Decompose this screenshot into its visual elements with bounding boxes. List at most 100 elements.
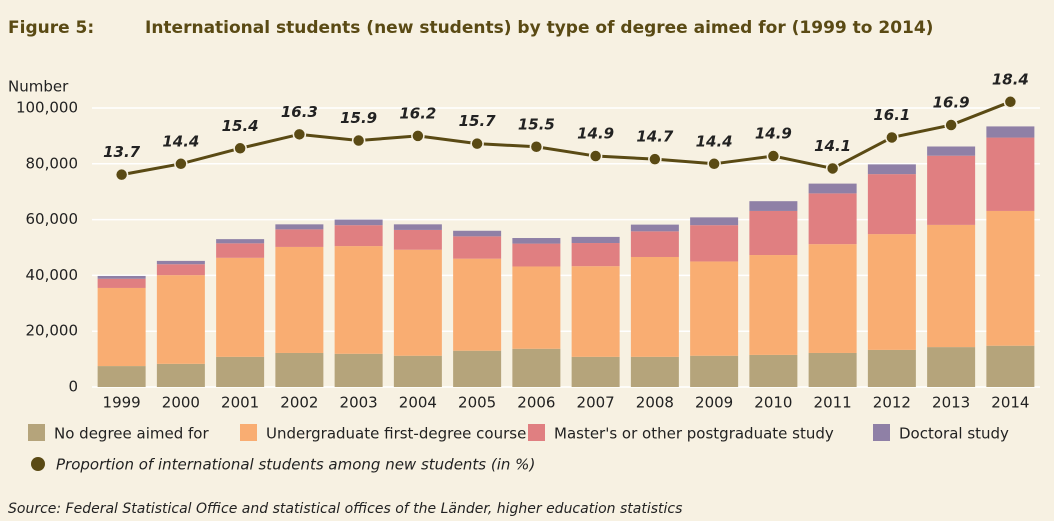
bar-segment (749, 210, 798, 256)
bar-segment (275, 246, 324, 353)
line-point (174, 157, 188, 171)
legend-swatch (873, 424, 890, 441)
bar-segment (986, 210, 1035, 346)
data-label: 13.7 (103, 143, 141, 161)
line-point (411, 129, 425, 143)
bar-segment (156, 260, 205, 265)
bar-segment (275, 229, 324, 247)
bar-segment (808, 193, 857, 245)
bar-segment (749, 201, 798, 211)
bar-segment (571, 266, 620, 357)
line-point (885, 130, 899, 145)
bar-segment (453, 230, 502, 237)
x-tick-label: 2002 (280, 394, 318, 412)
bar-segment (216, 239, 265, 244)
bar-segment (630, 356, 679, 387)
bar-segment (512, 243, 561, 267)
x-tick-label: 2005 (458, 394, 496, 412)
bar-segment (393, 229, 442, 250)
data-label: 14.1 (814, 137, 851, 155)
data-label: 14.7 (636, 128, 674, 146)
bar-segment (986, 345, 1035, 387)
bar-segment (97, 366, 146, 387)
data-label: 14.4 (162, 132, 199, 150)
legend-label: Doctoral study (899, 425, 1009, 443)
data-label: 16.1 (873, 106, 910, 124)
line-point (825, 161, 840, 176)
bar-segment (927, 155, 976, 225)
bar-segment (630, 256, 679, 357)
bar-segment (275, 352, 324, 387)
legend-label: Proportion of international students amo… (56, 456, 535, 474)
bar-segment (927, 347, 976, 387)
line-point (529, 140, 544, 154)
data-label: 15.9 (340, 109, 377, 127)
bar-segment (393, 224, 442, 230)
bar-segment (216, 356, 265, 387)
y-tick-label: 0 (68, 378, 78, 396)
x-tick-label: 2010 (754, 394, 792, 412)
y-tick-label: 60,000 (26, 210, 79, 228)
bar-segment (453, 350, 502, 387)
bar-segment (927, 224, 976, 348)
bar-segment (453, 236, 502, 259)
line-point (588, 149, 603, 163)
data-label: 15.4 (222, 117, 259, 135)
line-point (766, 149, 781, 163)
x-tick-label: 2012 (873, 394, 911, 412)
x-tick-label: 2013 (932, 394, 970, 412)
x-tick-label: 2003 (340, 394, 378, 412)
bar-segment (97, 278, 146, 288)
legend-label: Undergraduate first-degree course (266, 425, 526, 443)
x-tick-label: 2011 (814, 394, 852, 412)
line-point (707, 157, 721, 171)
bar-segment (512, 348, 561, 387)
bar-segment (867, 349, 916, 387)
legend-label: Master's or other postgraduate study (554, 425, 834, 443)
bar-segment (690, 217, 739, 226)
bar-segment (690, 261, 739, 356)
bar-segment (867, 164, 916, 175)
x-tick-label: 1999 (103, 394, 141, 412)
line-point (351, 133, 366, 148)
bar-segment (867, 234, 916, 350)
bar-segment (393, 249, 442, 356)
bar-segment (156, 275, 205, 364)
bar-segment (571, 243, 620, 267)
x-tick-label: 2001 (221, 394, 259, 412)
bar-segment (927, 146, 976, 156)
line-point (292, 127, 307, 142)
bar-segment (808, 183, 857, 194)
data-label: 15.7 (459, 112, 497, 130)
x-tick-label: 2006 (517, 394, 555, 412)
line-point (114, 167, 129, 182)
line (121, 100, 1011, 177)
legend-marker (31, 457, 45, 471)
bar-segment (571, 356, 620, 387)
bar-segment (749, 354, 798, 387)
bar-segment (275, 224, 324, 230)
bar-segment (334, 246, 383, 354)
line-point (944, 118, 958, 132)
data-label: 18.4 (992, 70, 1029, 88)
bar-segment (808, 352, 857, 387)
bar-segment (216, 257, 265, 357)
y-tick-label: 100,000 (16, 99, 78, 117)
x-tick-label: 2014 (991, 394, 1029, 412)
bar-segment (334, 219, 383, 226)
bar-segment (97, 287, 146, 367)
bar-segment (156, 264, 205, 276)
data-label: 14.4 (696, 132, 733, 150)
data-label: 16.3 (281, 103, 318, 121)
data-label: 15.5 (518, 115, 555, 133)
data-label: 16.2 (399, 104, 436, 122)
x-tick-label: 2008 (636, 394, 674, 412)
bar-segment (867, 174, 916, 235)
bar-segment (749, 255, 798, 355)
bar-segment (986, 126, 1035, 138)
bar-segment (334, 353, 383, 387)
chart-title: International students (new students) by… (145, 18, 933, 38)
bar-segment (453, 258, 502, 351)
line-point (1003, 95, 1018, 109)
